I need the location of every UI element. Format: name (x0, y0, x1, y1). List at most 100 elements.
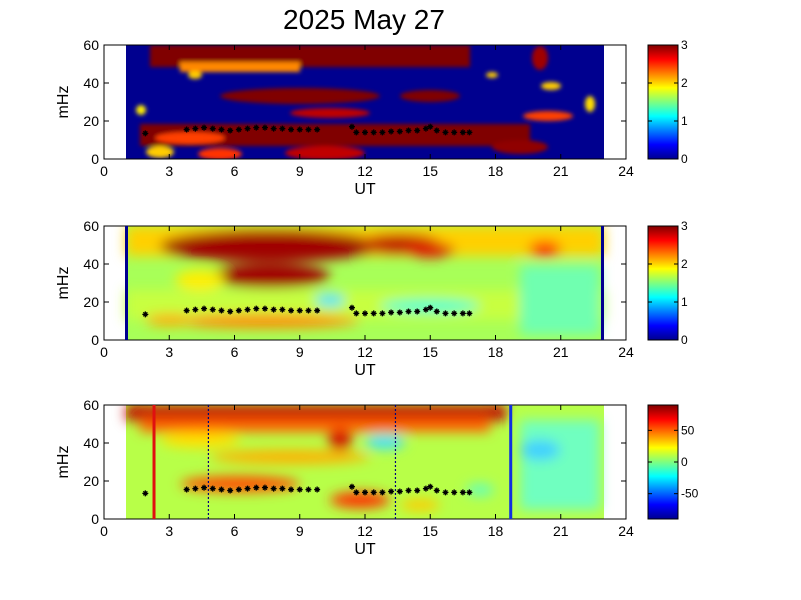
colorbar-tick-label: 50 (681, 423, 695, 437)
marker-point (348, 123, 355, 130)
marker-point (183, 486, 190, 493)
marker-point (218, 126, 225, 133)
marker-point (405, 487, 412, 494)
marker-point (388, 309, 395, 316)
panel-2-colorbar: 0 1 2 3 (647, 219, 688, 347)
marker-point (192, 485, 199, 492)
marker-point (296, 307, 303, 314)
marker-point (314, 126, 321, 133)
y-tick-label: 0 (91, 511, 99, 527)
marker-point (370, 310, 377, 317)
colorbar-tick-label: -50 (681, 487, 699, 501)
marker-point (433, 308, 440, 315)
y-tick-label: 40 (83, 435, 99, 451)
marker-point (442, 310, 449, 317)
marker-point (451, 310, 458, 317)
panel-2 (103, 225, 627, 341)
marker-point (379, 489, 386, 496)
marker-point (279, 125, 286, 132)
marker-point (244, 306, 251, 313)
marker-point (348, 483, 355, 490)
marker-point (192, 125, 199, 132)
x-tick-label: 24 (618, 523, 634, 539)
marker-point (405, 308, 412, 315)
marker-point (433, 487, 440, 494)
marker-point (279, 485, 286, 492)
marker-series (142, 123, 473, 497)
y-axis-label: mHz (55, 446, 72, 479)
marker-point (305, 486, 312, 493)
marker-point (296, 486, 303, 493)
colorbar-tick-label: 1 (681, 295, 688, 309)
marker-point (427, 123, 434, 130)
marker-point (142, 130, 149, 137)
marker-point (288, 307, 295, 314)
x-axis-label: UT (354, 541, 376, 558)
x-tick-label: 12 (357, 523, 373, 539)
panel-3-vertical-lines (152, 405, 513, 519)
marker-point (370, 129, 377, 136)
panel-3-markers (142, 483, 473, 497)
marker-point (466, 129, 473, 136)
colorbar-tick-label: 2 (681, 76, 688, 90)
marker-point (442, 489, 449, 496)
x-tick-label: 3 (165, 344, 173, 360)
marker-point (362, 489, 368, 496)
marker-point (353, 129, 360, 136)
colorbar-gradient (647, 44, 679, 160)
marker-point (414, 308, 421, 315)
colorbar-tick-label: 1 (681, 114, 688, 128)
x-tick-label: 3 (165, 163, 173, 179)
marker-point (459, 310, 466, 317)
marker-point (362, 310, 368, 317)
y-tick-label: 0 (91, 151, 99, 167)
marker-point (433, 127, 440, 134)
marker-point (218, 307, 225, 314)
colorbar-tick-label: 2 (681, 257, 688, 271)
x-axis-label: UT (354, 362, 376, 379)
y-tick-label: 40 (83, 75, 99, 91)
marker-point (348, 304, 355, 311)
marker-point (442, 129, 449, 136)
marker-point (253, 305, 260, 312)
x-tick-label: 18 (488, 344, 504, 360)
colorbar-tick-label: 0 (681, 152, 688, 166)
panel-1 (103, 44, 627, 160)
marker-point (209, 125, 216, 132)
marker-point (314, 307, 321, 314)
marker-point (459, 489, 466, 496)
marker-point (388, 128, 395, 135)
marker-point (227, 127, 234, 134)
marker-point (370, 489, 377, 496)
marker-point (422, 485, 429, 492)
panel-1-heatmap (126, 45, 604, 159)
marker-point (270, 485, 277, 492)
panel-3-axes: 0 3 6 9 12 15 18 21 24 0 20 40 60 UT mHz (55, 397, 634, 558)
marker-point (183, 126, 190, 133)
x-tick-label: 9 (296, 163, 304, 179)
marker-point (353, 310, 360, 317)
colorbar-tick-label: 0 (681, 333, 688, 347)
x-tick-label: 3 (165, 523, 173, 539)
colorbar-tick-label: 3 (681, 219, 688, 233)
marker-point (218, 486, 225, 493)
panel-1-markers (142, 123, 473, 137)
marker-point (227, 308, 234, 315)
x-tick-label: 12 (357, 344, 373, 360)
x-tick-label: 15 (422, 163, 438, 179)
y-tick-label: 60 (83, 218, 99, 234)
colorbar-tick-label: 0 (681, 455, 688, 469)
x-tick-label: 6 (231, 344, 239, 360)
marker-point (396, 309, 403, 316)
x-tick-label: 18 (488, 163, 504, 179)
x-tick-label: 6 (231, 523, 239, 539)
marker-point (142, 490, 149, 497)
marker-point (396, 488, 403, 495)
y-tick-label: 40 (83, 256, 99, 272)
x-tick-label: 21 (553, 344, 569, 360)
marker-point (379, 310, 386, 317)
y-tick-label: 60 (83, 397, 99, 413)
x-tick-label: 12 (357, 163, 373, 179)
x-tick-label: 15 (422, 523, 438, 539)
